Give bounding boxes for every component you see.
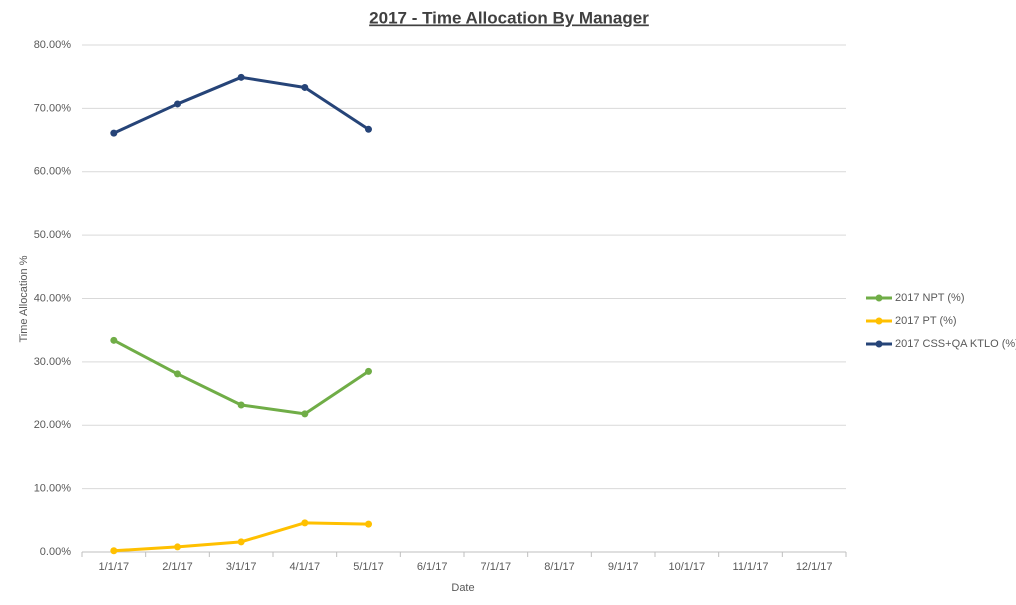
x-tick-label: 9/1/17 xyxy=(608,561,639,573)
data-point xyxy=(174,543,181,551)
x-tick-label: 3/1/17 xyxy=(226,561,257,573)
data-point xyxy=(110,129,118,137)
y-tick-label: 0.00% xyxy=(40,546,71,558)
data-point xyxy=(301,83,309,91)
data-point xyxy=(237,538,245,546)
y-tick-label: 60.00% xyxy=(34,166,72,178)
x-tick-label: 4/1/17 xyxy=(290,561,321,573)
legend-marker xyxy=(875,317,883,325)
x-tick-label: 10/1/17 xyxy=(668,561,705,573)
chart-title: 2017 - Time Allocation By Manager xyxy=(369,8,649,27)
y-tick-label: 10.00% xyxy=(34,483,72,495)
legend-label: 2017 CSS+QA KTLO (%) xyxy=(895,338,1016,350)
data-point xyxy=(365,520,372,528)
series-line xyxy=(113,75,370,135)
data-point xyxy=(301,519,309,527)
x-tick-label: 7/1/17 xyxy=(481,561,512,573)
y-tick-label: 70.00% xyxy=(34,102,72,114)
data-point xyxy=(237,401,245,409)
data-point xyxy=(301,410,309,418)
legend-marker xyxy=(875,294,883,302)
data-point xyxy=(110,547,118,555)
data-point xyxy=(365,367,372,375)
x-tick-label: 2/1/17 xyxy=(162,561,193,573)
data-point xyxy=(237,73,245,81)
legend-label: 2017 NPT (%) xyxy=(895,292,965,304)
x-tick-label: 1/1/17 xyxy=(99,561,130,573)
y-tick-label: 30.00% xyxy=(34,356,72,368)
legend-label: 2017 PT (%) xyxy=(895,315,957,327)
x-axis-label: Date xyxy=(451,582,474,594)
y-tick-label: 20.00% xyxy=(34,419,72,431)
data-point xyxy=(365,125,372,133)
x-tick-label: 11/1/17 xyxy=(733,561,769,573)
y-tick-label: 80.00% xyxy=(34,39,72,51)
x-tick-label: 5/1/17 xyxy=(353,561,384,573)
x-tick-label: 6/1/17 xyxy=(417,561,448,573)
y-axis-label: Time Allocation % xyxy=(18,255,30,342)
y-tick-label: 40.00% xyxy=(34,292,72,304)
y-tick-label: 50.00% xyxy=(34,229,72,241)
series-line xyxy=(113,521,369,553)
data-point xyxy=(174,100,181,108)
data-point xyxy=(174,370,181,378)
x-tick-label: 8/1/17 xyxy=(544,561,575,573)
legend-marker xyxy=(875,340,883,348)
x-tick-label: 12/1/17 xyxy=(796,561,833,573)
data-point xyxy=(110,336,118,344)
